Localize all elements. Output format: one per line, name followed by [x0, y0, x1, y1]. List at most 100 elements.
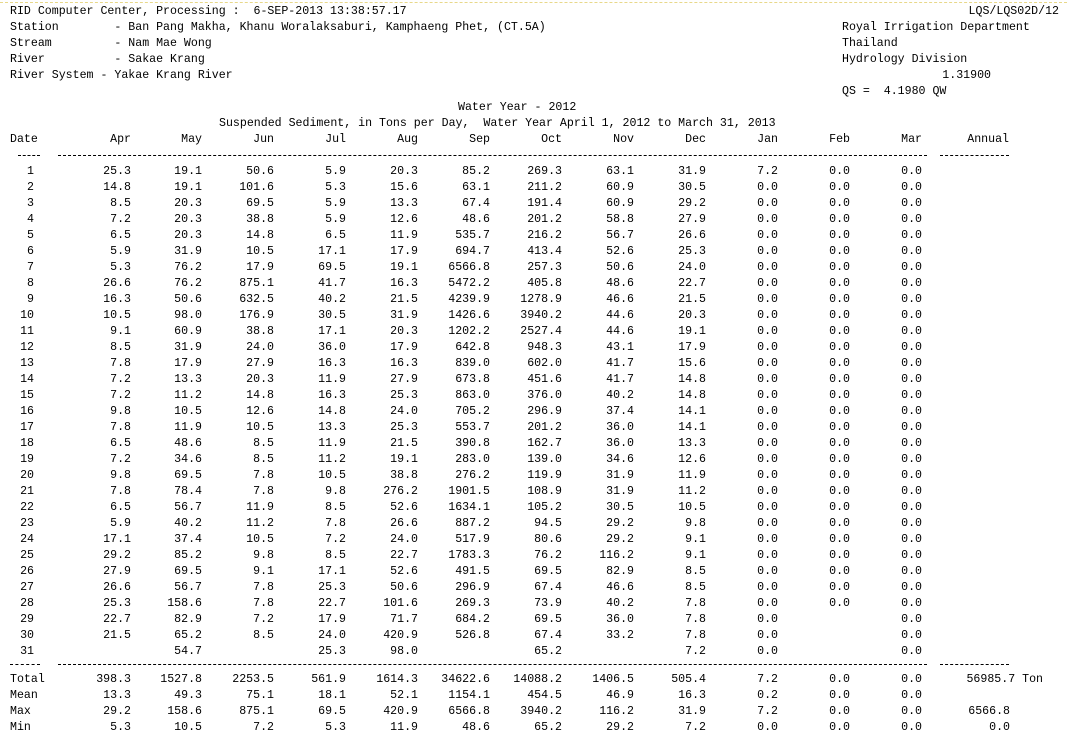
station-line: Station - Ban Pang Makha, Khanu Woralaks…: [10, 21, 546, 34]
daily-value: 38.8: [246, 213, 274, 226]
daily-value: 5.3: [110, 261, 131, 274]
daily-value: 101.6: [239, 181, 274, 194]
river-line: River - Sakae Krang: [10, 53, 205, 66]
day-number: 6: [27, 245, 34, 258]
daily-value: 0.0: [901, 597, 922, 610]
column-header-feb: Feb: [829, 133, 850, 146]
daily-value: 69.5: [534, 565, 562, 578]
daily-value: 9.8: [685, 517, 706, 530]
daily-value: 29.2: [606, 517, 634, 530]
daily-value: 9.1: [253, 565, 274, 578]
daily-value: 36.0: [606, 613, 634, 626]
daily-value: 7.2: [325, 533, 346, 546]
daily-value: 60.9: [606, 197, 634, 210]
daily-value: 40.2: [318, 293, 346, 306]
daily-value: 0.0: [829, 597, 850, 610]
daily-value: 0.0: [901, 501, 922, 514]
day-number: 7: [27, 261, 34, 274]
daily-value: 25.3: [103, 597, 131, 610]
daily-value: 1783.3: [448, 549, 490, 562]
daily-value: 17.1: [103, 533, 131, 546]
daily-value: 0.0: [901, 277, 922, 290]
daily-value: 0.0: [757, 597, 778, 610]
daily-value: 105.2: [527, 501, 562, 514]
daily-value: 78.4: [174, 485, 202, 498]
daily-value: 948.3: [527, 341, 562, 354]
daily-value: 50.6: [174, 293, 202, 306]
daily-value: 7.8: [253, 469, 274, 482]
daily-value: 5.9: [325, 197, 346, 210]
daily-value: 8.5: [325, 549, 346, 562]
daily-value: 7.8: [325, 517, 346, 530]
daily-value: 7.8: [685, 629, 706, 642]
daily-value: 7.8: [253, 581, 274, 594]
daily-value: 216.2: [527, 229, 562, 242]
daily-value: 43.1: [606, 341, 634, 354]
daily-value: 14.8: [318, 405, 346, 418]
summary-value: 116.2: [599, 705, 634, 718]
daily-value: 19.1: [390, 453, 418, 466]
daily-value: 0.0: [757, 645, 778, 658]
daily-value: 176.9: [239, 309, 274, 322]
daily-value: 10.5: [174, 405, 202, 418]
daily-value: 10.5: [318, 469, 346, 482]
column-header-apr: Apr: [110, 133, 131, 146]
daily-value: 24.0: [390, 405, 418, 418]
daily-value: 31.9: [174, 341, 202, 354]
daily-value: 0.0: [757, 357, 778, 370]
daily-value: 9.8: [110, 469, 131, 482]
daily-value: 17.9: [318, 613, 346, 626]
daily-value: 11.9: [246, 501, 274, 514]
daily-value: 85.2: [462, 165, 490, 178]
summary-value: 46.9: [606, 689, 634, 702]
daily-value: 63.1: [462, 181, 490, 194]
daily-value: 69.5: [174, 469, 202, 482]
column-header-oct: Oct: [541, 133, 562, 146]
daily-value: 0.0: [829, 165, 850, 178]
daily-value: 15.6: [678, 357, 706, 370]
annual-max: 6566.8: [968, 705, 1010, 718]
daily-value: 17.9: [246, 261, 274, 274]
daily-value: 0.0: [757, 309, 778, 322]
day-number: 10: [20, 309, 34, 322]
daily-value: 451.6: [527, 373, 562, 386]
day-number: 29: [20, 613, 34, 626]
daily-value: 5.9: [110, 245, 131, 258]
daily-value: 11.2: [174, 389, 202, 402]
daily-value: 162.7: [527, 437, 562, 450]
daily-value: 41.7: [606, 373, 634, 386]
daily-value: 19.1: [174, 165, 202, 178]
daily-value: 887.2: [455, 517, 490, 530]
daily-value: 5.9: [325, 213, 346, 226]
day-number: 23: [20, 517, 34, 530]
daily-value: 0.0: [901, 181, 922, 194]
daily-value: 0.0: [901, 533, 922, 546]
daily-value: 0.0: [829, 181, 850, 194]
daily-value: 21.5: [390, 293, 418, 306]
daily-value: 0.0: [901, 581, 922, 594]
daily-value: 0.0: [829, 581, 850, 594]
summary-value: 3940.2: [520, 705, 562, 718]
daily-value: 65.2: [174, 629, 202, 642]
day-number: 5: [27, 229, 34, 242]
daily-value: 65.2: [534, 645, 562, 658]
daily-value: 52.6: [390, 565, 418, 578]
daily-value: 276.2: [455, 469, 490, 482]
summary-value: 875.1: [239, 705, 274, 718]
daily-value: 36.0: [606, 437, 634, 450]
daily-value: 16.3: [103, 293, 131, 306]
day-number: 17: [20, 421, 34, 434]
daily-value: 21.5: [103, 629, 131, 642]
daily-value: 553.7: [455, 421, 490, 434]
summary-value: 454.5: [527, 689, 562, 702]
daily-value: 0.0: [901, 309, 922, 322]
daily-value: 7.8: [685, 613, 706, 626]
daily-value: 41.7: [606, 357, 634, 370]
daily-value: 0.0: [757, 245, 778, 258]
daily-value: 14.1: [678, 421, 706, 434]
daily-value: 26.6: [103, 277, 131, 290]
day-number: 24: [20, 533, 34, 546]
summary-value: 6566.8: [448, 705, 490, 718]
daily-value: 50.6: [390, 581, 418, 594]
daily-value: 0.0: [829, 293, 850, 306]
